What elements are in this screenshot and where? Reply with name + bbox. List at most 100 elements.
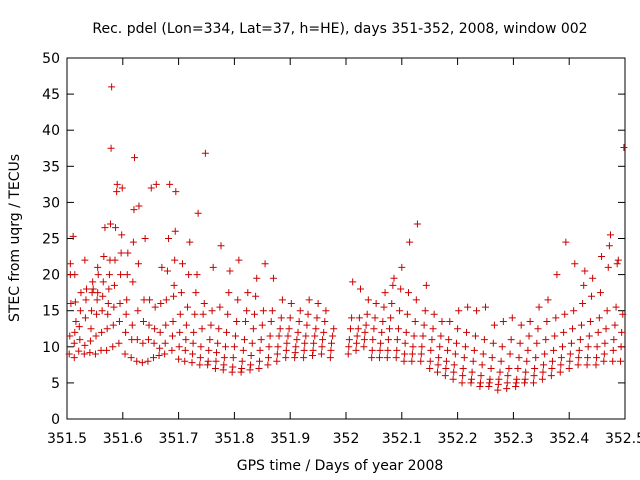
data-point — [87, 325, 95, 333]
data-point — [459, 372, 467, 380]
data-point — [609, 346, 617, 354]
data-point — [565, 364, 573, 372]
data-point — [156, 328, 164, 336]
data-point — [110, 303, 118, 311]
data-point — [139, 318, 147, 326]
data-point — [107, 144, 115, 152]
data-point — [503, 379, 511, 387]
data-point — [451, 350, 459, 358]
data-point — [417, 357, 425, 365]
data-point — [94, 271, 102, 279]
data-point — [196, 361, 204, 369]
data-point — [184, 303, 192, 311]
data-point — [426, 364, 434, 372]
data-point — [93, 310, 101, 318]
data-point — [229, 354, 237, 362]
data-point — [419, 332, 427, 340]
data-point — [225, 289, 233, 297]
x-tick-label: 351.7 — [159, 431, 199, 447]
data-point — [157, 299, 165, 307]
data-point — [162, 321, 170, 329]
data-point — [471, 332, 479, 340]
data-point — [426, 357, 434, 365]
data-point — [557, 361, 565, 369]
data-point — [83, 285, 91, 293]
data-point — [168, 332, 176, 340]
data-point — [146, 296, 154, 304]
data-point — [171, 256, 179, 264]
data-point — [369, 336, 377, 344]
data-point — [243, 307, 251, 315]
data-point — [200, 299, 208, 307]
data-point — [179, 260, 187, 268]
data-point — [580, 281, 588, 289]
data-point — [603, 307, 611, 315]
data-point — [212, 357, 220, 365]
data-point — [566, 350, 574, 358]
data-point — [498, 343, 506, 351]
data-point — [81, 341, 89, 349]
data-point — [256, 346, 264, 354]
data-point — [473, 307, 481, 315]
data-point — [584, 354, 592, 362]
data-point — [98, 328, 106, 336]
data-point — [585, 332, 593, 340]
data-point — [532, 354, 540, 362]
data-point — [478, 361, 486, 369]
data-point — [593, 343, 601, 351]
data-point — [295, 318, 303, 326]
data-point — [371, 314, 379, 322]
data-point — [346, 325, 354, 333]
data-point — [344, 350, 352, 358]
y-axis-label: STEC from uqrg / TECUs — [7, 154, 23, 322]
data-point — [485, 383, 493, 391]
data-point — [108, 83, 116, 91]
data-point — [291, 354, 299, 362]
data-point — [100, 253, 108, 261]
data-point — [273, 350, 281, 358]
data-point — [189, 350, 197, 358]
data-point — [557, 354, 565, 362]
data-point — [618, 328, 626, 336]
data-point — [141, 235, 149, 242]
data-point — [575, 354, 583, 362]
data-point — [370, 325, 378, 333]
data-point — [512, 379, 520, 387]
data-point — [446, 318, 454, 326]
data-point — [93, 296, 101, 304]
data-point — [175, 355, 183, 363]
data-point — [364, 296, 372, 304]
data-point — [101, 224, 109, 232]
data-point — [548, 357, 556, 365]
data-point — [221, 343, 229, 351]
data-point — [161, 339, 169, 347]
y-tick-label: 15 — [42, 304, 60, 320]
data-point — [75, 347, 83, 355]
data-point — [376, 346, 384, 354]
data-point — [516, 339, 524, 347]
data-point — [199, 310, 207, 318]
data-point — [617, 357, 625, 365]
data-point — [566, 357, 574, 365]
data-point — [612, 303, 620, 311]
data-point — [560, 328, 568, 336]
data-point — [464, 303, 472, 311]
data-point — [76, 307, 84, 315]
data-point — [530, 372, 538, 380]
data-point — [413, 220, 421, 228]
data-point — [139, 339, 147, 347]
data-point — [286, 314, 294, 322]
data-point — [378, 328, 386, 336]
data-point — [482, 303, 489, 311]
data-point — [312, 325, 320, 333]
data-point — [186, 238, 194, 246]
data-point — [393, 336, 401, 344]
data-point — [229, 363, 237, 371]
data-point — [381, 289, 389, 297]
data-point — [205, 346, 213, 354]
data-point — [89, 285, 97, 293]
data-point — [468, 368, 476, 376]
data-point — [571, 260, 579, 268]
data-point — [441, 372, 449, 380]
data-point — [118, 184, 126, 192]
